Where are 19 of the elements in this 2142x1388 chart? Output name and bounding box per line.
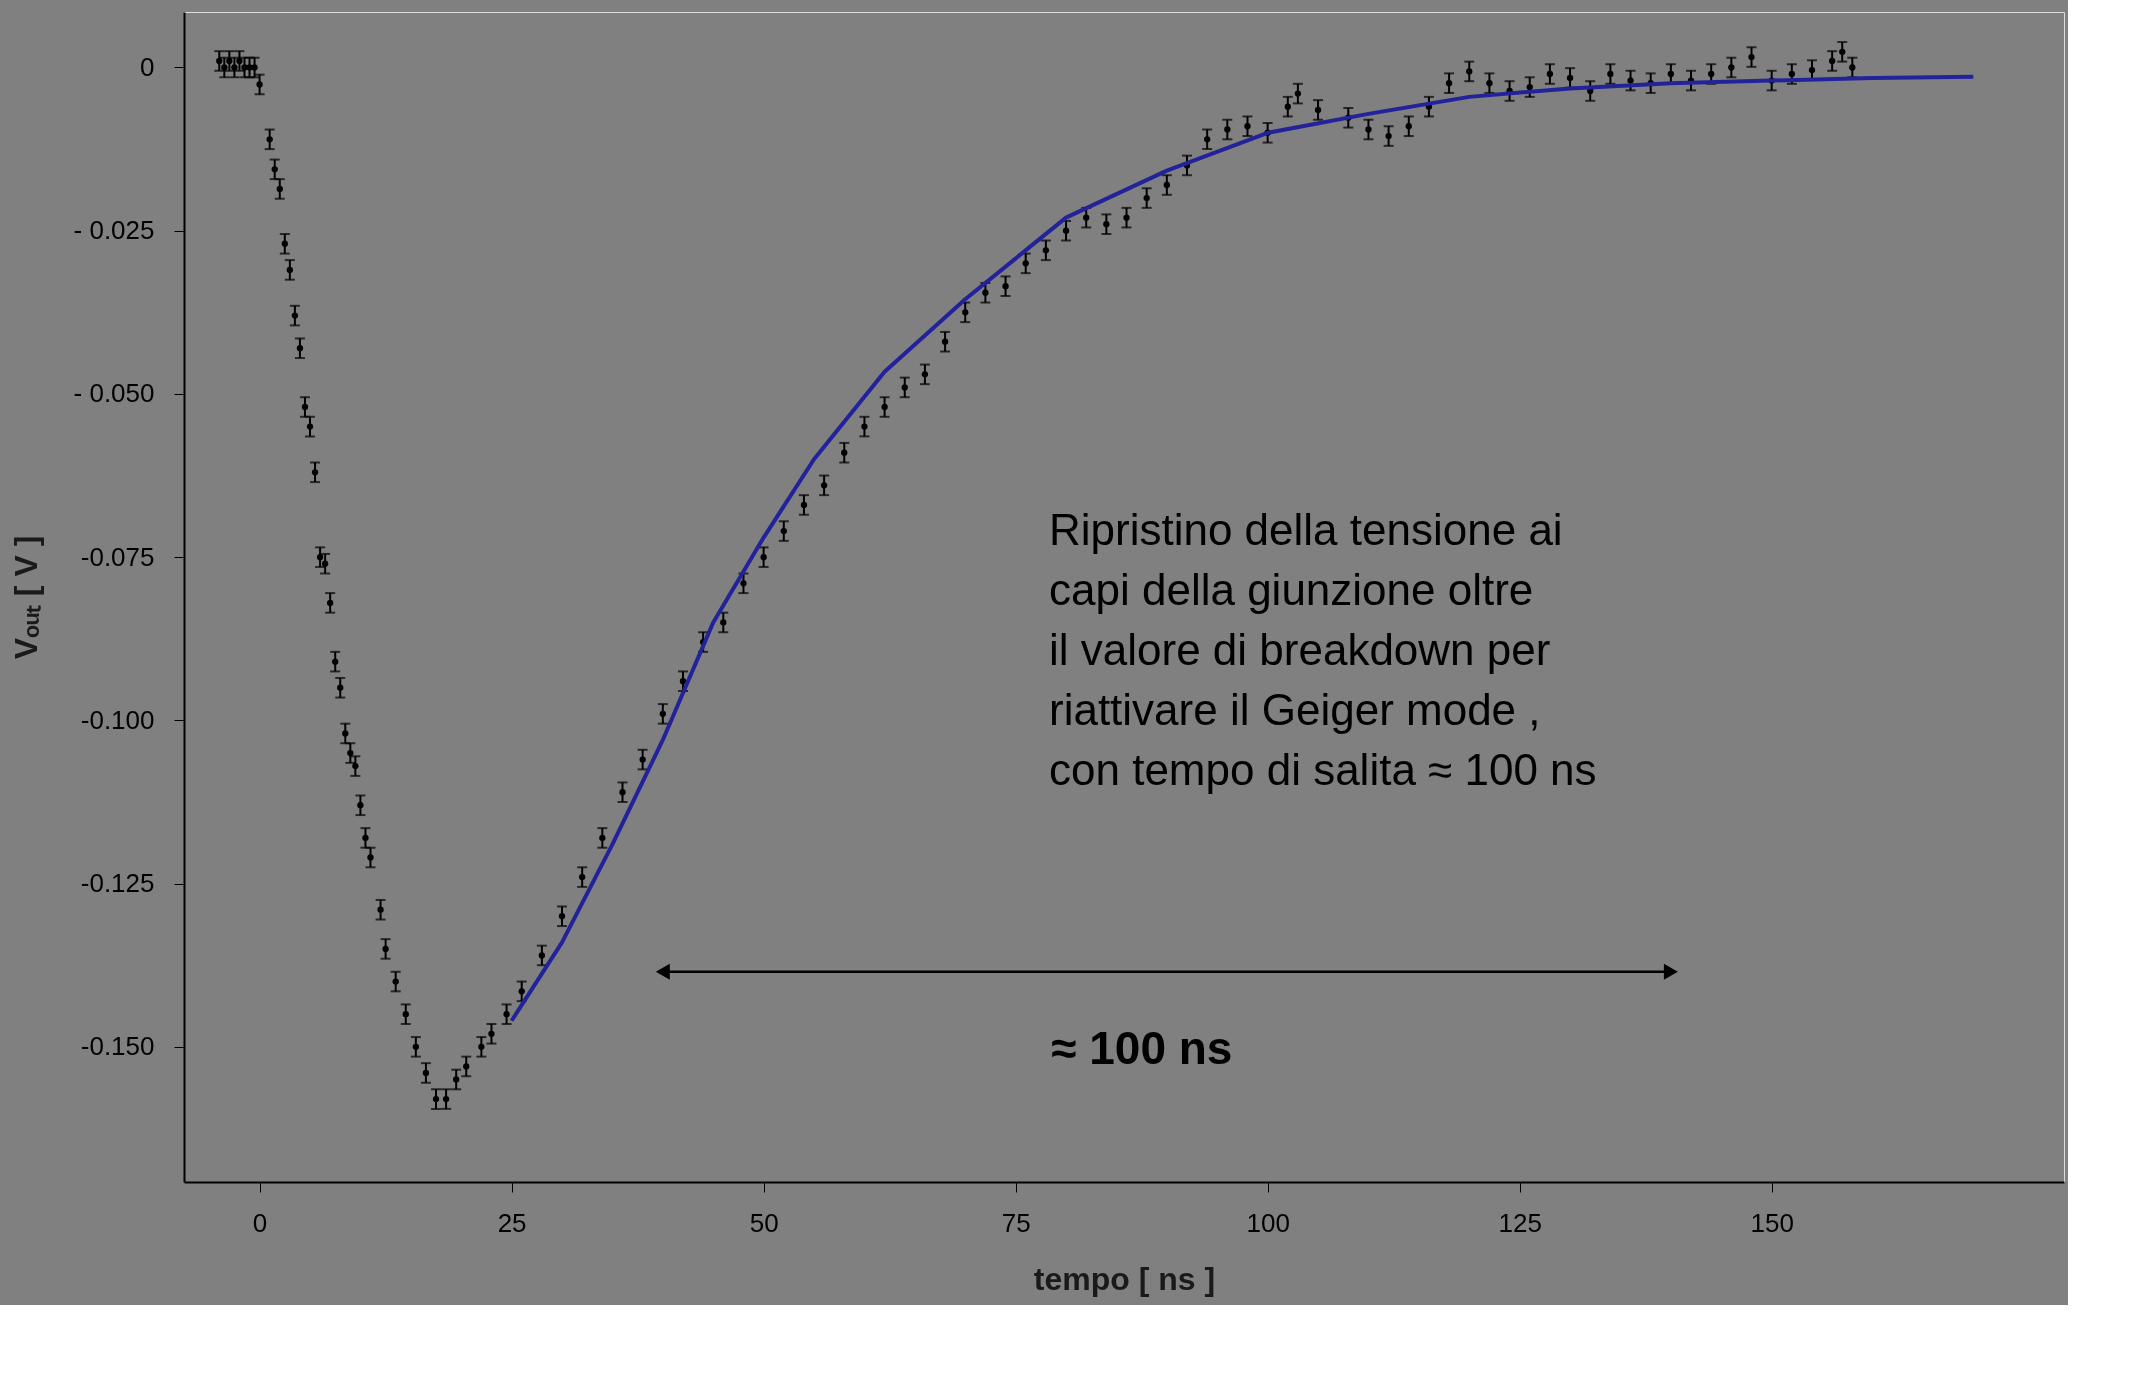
x-tick-label: 50 xyxy=(749,1207,779,1238)
x-tick-label: 125 xyxy=(1498,1207,1542,1238)
x-tick-label: 150 xyxy=(1750,1207,1794,1238)
y-tick-label: -0.075 xyxy=(80,541,155,572)
x-tick-label: 0 xyxy=(252,1207,268,1238)
x-tick-label: 100 xyxy=(1246,1207,1290,1238)
y-tick-label: -0.125 xyxy=(80,868,155,899)
y-tick-label: 0 xyxy=(140,52,155,82)
x-tick-label: 75 xyxy=(1001,1207,1031,1238)
line-series xyxy=(509,74,1976,1023)
x-tick-label: 25 xyxy=(497,1207,527,1238)
y-axis-title: Vₒᵤₜ [ V ] xyxy=(7,535,44,660)
y-tick-label: -0.100 xyxy=(80,704,155,735)
y-tick-label: -0.150 xyxy=(80,1031,155,1062)
annotation: Ripristino della tensione ai capi della giunzione oltre il valore di breakdown per riattivare il Geiger mode , con tempo di salita ≈ 100 ns xyxy=(1049,505,1597,795)
y-tick-label: - 0.025 xyxy=(73,215,155,246)
annotation: ≈ 100 ns xyxy=(1051,1021,1233,1074)
y-tick-label: - 0.050 xyxy=(73,378,155,409)
x-axis-title: tempo [ ns ] xyxy=(1033,1260,1216,1297)
